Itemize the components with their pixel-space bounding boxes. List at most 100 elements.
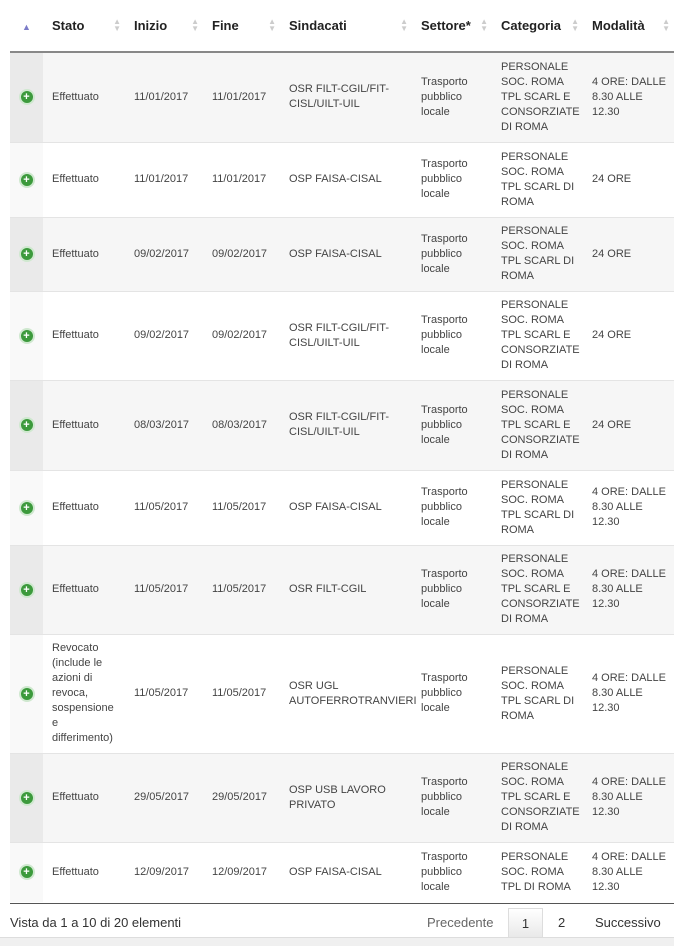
cell-sindacati: OSR FILT-CGIL/FIT-CISL/UILT-UIL [280,51,412,142]
expand-row-button[interactable]: + [10,379,43,470]
expand-row-button[interactable]: + [10,51,43,142]
cell-fine: 12/09/2017 [203,841,280,902]
cell-stato: Effettuato [43,469,125,545]
cell-settore: Trasporto pubblico locale [412,216,492,291]
cell-fine: 29/05/2017 [203,752,280,842]
cell-settore: Trasporto pubblico locale [412,841,492,902]
column-header-stato[interactable]: Stato ▲ ▼ [43,0,125,53]
cell-sindacati: OSR FILT-CGIL/FIT-CISL/UILT-UIL [280,290,412,380]
page-1-button[interactable]: 1 [508,908,543,939]
cell-categoria: PERSONALE SOC. ROMA TPL SCARL E CONSORZI… [492,379,583,470]
cell-settore: Trasporto pubblico locale [412,752,492,842]
sort-icon: ▲ ▼ [400,17,408,33]
cell-categoria: PERSONALE SOC. ROMA TPL SCARL DI ROMA [492,469,583,545]
cell-fine: 11/01/2017 [203,141,280,217]
cell-stato: Effettuato [43,379,125,470]
table-row: + Effettuato 11/01/2017 11/01/2017 OSR FILT-… [10,51,674,142]
cell-sindacati: OSR UGL AUTOFERROTRANVIERI [280,633,417,753]
table-row: + Effettuato 09/02/2017 09/02/2017 OSR FILT-… [10,290,674,380]
cell-sindacati: OSR FILT-CGIL [280,544,412,634]
cell-stato: Effettuato [43,544,125,634]
column-header-inizio[interactable]: Inizio ▲ ▼ [125,0,203,53]
cell-sindacati: OSP FAISA-CISAL [280,141,412,217]
expand-row-button[interactable]: + [10,290,43,380]
plus-circle-icon: + [18,246,35,262]
previous-button[interactable]: Precedente [427,915,494,930]
column-header-settore[interactable]: Settore* ▲ ▼ [412,0,492,53]
cell-categoria: PERSONALE SOC. ROMA TPL DI ROMA [492,841,583,902]
cell-inizio: 09/02/2017 [125,290,203,380]
cell-stato: Effettuato [43,290,125,380]
cell-modalita: 24 ORE [583,216,674,291]
header-label: Inizio [134,18,168,33]
cell-fine: 11/05/2017 [203,633,280,753]
plus-circle-icon: + [18,499,35,516]
cell-fine: 11/05/2017 [203,469,280,545]
cell-inizio: 29/05/2017 [125,752,203,842]
cell-settore: Trasporto pubblico locale [412,290,492,380]
expand-row-button[interactable]: + [10,633,43,753]
cell-categoria: PERSONALE SOC. ROMA TPL SCARL DI ROMA [492,141,583,217]
table-row: + Effettuato 11/05/2017 11/05/2017 OSP FAISA… [10,469,674,545]
column-header-sindacati[interactable]: Sindacati ▲ ▼ [280,0,412,53]
column-header-fine[interactable]: Fine ▲ ▼ [203,0,280,53]
cell-categoria: PERSONALE SOC. ROMA TPL SCARL E CONSORZI… [492,51,583,142]
table-info: Vista da 1 a 10 di 20 elementi [10,915,182,930]
header-label: Sindacati [289,18,347,33]
plus-circle-icon: + [18,327,35,344]
header-label: Modalità [592,18,645,33]
cell-stato: Effettuato [43,51,125,142]
sort-icon: ▲ ▼ [480,17,488,33]
cell-categoria: PERSONALE SOC. ROMA TPL SCARL E CONSORZI… [492,544,583,634]
sort-icon: ▲ ▼ [268,17,276,33]
cell-sindacati: OSR FILT-CGIL/FIT-CISL/UILT-UIL [280,379,412,470]
sort-icon: ▲ ▼ [662,17,670,33]
horizontal-scrollbar[interactable] [0,937,674,946]
plus-circle-icon: + [18,171,35,188]
cell-sindacati: OSP FAISA-CISAL [280,469,412,545]
cell-settore: Trasporto pubblico locale [412,469,492,545]
cell-inizio: 11/05/2017 [125,469,203,545]
expand-row-button[interactable]: + [10,752,43,842]
cell-sindacati: OSP FAISA-CISAL [280,841,412,902]
cell-fine: 11/01/2017 [203,51,280,142]
cell-modalita: 4 ORE: DALLE 8.30 ALLE 12.30 [583,841,674,902]
table-row: + Effettuato 09/02/2017 09/02/2017 OSP FAISA… [10,216,674,291]
cell-inizio: 11/01/2017 [125,141,203,217]
expand-row-button[interactable]: + [10,216,43,291]
header-label: Fine [212,18,239,33]
page-2-button[interactable]: 2 [558,915,566,930]
cell-modalita: 4 ORE: DALLE 8.30 ALLE 12.30 [583,752,674,842]
column-header-categoria[interactable]: Categoria ▲ ▼ [492,0,583,53]
table-row: + Effettuato 29/05/2017 29/05/2017 OSP USB L… [10,752,674,842]
cell-categoria: PERSONALE SOC. ROMA TPL SCARL E CONSORZI… [492,752,583,842]
cell-inizio: 11/05/2017 [125,633,203,753]
next-button[interactable]: Successivo [595,915,661,930]
sort-icon: ▲ ▼ [571,17,579,33]
expand-row-button[interactable]: + [10,544,43,634]
cell-modalita: 4 ORE: DALLE 8.30 ALLE 12.30 [583,51,674,142]
cell-settore: Trasporto pubblico locale [412,141,492,217]
cell-fine: 08/03/2017 [203,379,280,470]
expand-row-button[interactable]: + [10,841,43,902]
column-header-modalit[interactable]: Modalità ▲ ▼ [583,0,674,53]
sort-column-expand[interactable]: ▲ [10,0,43,53]
expand-row-button[interactable]: + [10,141,43,217]
plus-circle-icon: + [18,789,35,806]
cell-settore: Trasporto pubblico locale [412,51,492,142]
cell-fine: 11/05/2017 [203,544,280,634]
header-label: Settore* [421,18,471,33]
cell-modalita: 4 ORE: DALLE 8.30 ALLE 12.30 [583,633,674,753]
cell-inizio: 12/09/2017 [125,841,203,902]
cell-fine: 09/02/2017 [203,290,280,380]
cell-settore: Trasporto pubblico locale [412,633,492,753]
plus-circle-icon: + [18,581,35,598]
pagination-bar: Vista da 1 a 10 di 20 elementi Precedent… [10,903,674,939]
cell-sindacati: OSP USB LAVORO PRIVATO [280,752,412,842]
table-row: + Effettuato 08/03/2017 08/03/2017 OSR FILT-… [10,379,674,470]
cell-sindacati: OSP FAISA-CISAL [280,216,412,291]
plus-circle-icon: + [18,89,35,106]
cell-inizio: 09/02/2017 [125,216,203,291]
expand-row-button[interactable]: + [10,469,43,545]
sort-icon: ▲ ▼ [191,17,199,33]
